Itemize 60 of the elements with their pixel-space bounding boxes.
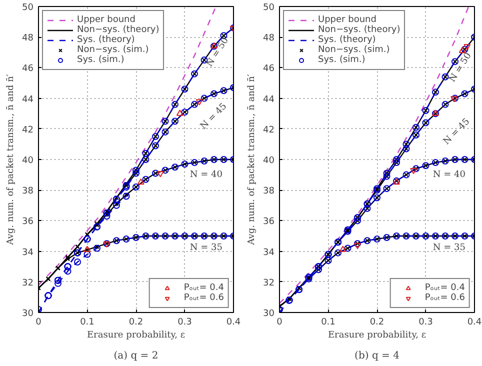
x-tick-label: 0.1: [80, 318, 94, 328]
y-tick-label: 48: [22, 34, 34, 44]
legend-label: Pₒᵤₜ= 0.6: [184, 293, 224, 303]
annotation: N = 45: [198, 101, 230, 132]
x-tick-label: 0.3: [418, 318, 433, 328]
y-tick-label: 44: [22, 94, 34, 105]
y-tick-label: 42: [22, 125, 34, 136]
y-tick-label: 44: [263, 94, 275, 105]
legend-label: Sys. (theory): [77, 35, 135, 45]
annotation: N = 45: [442, 116, 472, 148]
y-tick-label: 48: [263, 34, 275, 44]
y-tick-label: 30: [263, 309, 275, 319]
y-tick-label: 30: [22, 309, 34, 319]
annotation: N = 40: [432, 170, 466, 180]
y-tick-label: 42: [263, 125, 274, 136]
y-tick-label: 40: [263, 156, 275, 166]
y-tick-label: 40: [22, 156, 34, 166]
legend-label: Sys. (sim.): [318, 55, 366, 65]
text: (b) q = 4: [354, 350, 400, 362]
x-tick-label: 0: [276, 318, 283, 328]
annotation: N = 50: [448, 51, 474, 84]
annotation: N = 40: [190, 170, 223, 180]
text: (a) q = 2: [114, 350, 158, 362]
legend-label: Upper bound: [77, 15, 136, 25]
annotation: N = 35: [432, 243, 466, 254]
x-tick-label: 0.1: [321, 318, 336, 328]
y-tick-label: 38: [263, 186, 275, 197]
y-tick-label: 34: [22, 248, 34, 258]
y-tick-label: 34: [263, 248, 275, 258]
y-tick-label: 36: [22, 217, 34, 228]
y-tick-label: 32: [22, 278, 34, 288]
legend-label: Upper bound: [318, 15, 376, 25]
legend-label: Non−sys. (sim.): [77, 45, 149, 55]
x-tick-label: 0.2: [370, 318, 384, 328]
y-tick-label: 46: [263, 64, 275, 74]
x-axis-title: Erasure probability, ε: [328, 330, 426, 340]
x-tick-label: 0.4: [467, 318, 482, 328]
annotation: N = 35: [190, 243, 223, 254]
y-tick-label: 50: [22, 3, 34, 13]
y-tick-label: 36: [263, 217, 275, 228]
y-tick-label: 50: [263, 3, 275, 13]
x-tick-label: 0.4: [226, 318, 241, 328]
legend-label: Pₒᵤₜ= 0.6: [424, 293, 465, 303]
legend-label: Non−sys. (theory): [77, 25, 160, 35]
legend-label: Sys. (sim.): [77, 55, 124, 65]
legend-label: Pₒᵤₜ= 0.4: [424, 283, 465, 293]
y-tick-label: 32: [263, 278, 274, 288]
y-axis-title: Avg. num. of packet transm., n̄ and n̄′: [6, 74, 16, 246]
legend-label: Sys. (theory): [318, 35, 376, 45]
y-tick-label: 38: [22, 186, 34, 197]
y-axis-title: Avg. num. of packet transm., n̄ and n̄′: [247, 74, 258, 246]
x-axis-title: Erasure probability, ε: [86, 330, 186, 340]
annotation: N = 50: [204, 36, 232, 69]
x-tick-label: 0: [36, 318, 42, 328]
legend-label: Pₒᵤₜ= 0.4: [184, 283, 224, 293]
x-tick-label: 0.2: [128, 318, 144, 328]
legend-label: Non−sys. (sim.): [318, 45, 390, 55]
y-tick-label: 46: [22, 64, 34, 74]
legend-label: Non−sys. (theory): [318, 25, 400, 35]
x-tick-label: 0.3: [178, 318, 192, 328]
